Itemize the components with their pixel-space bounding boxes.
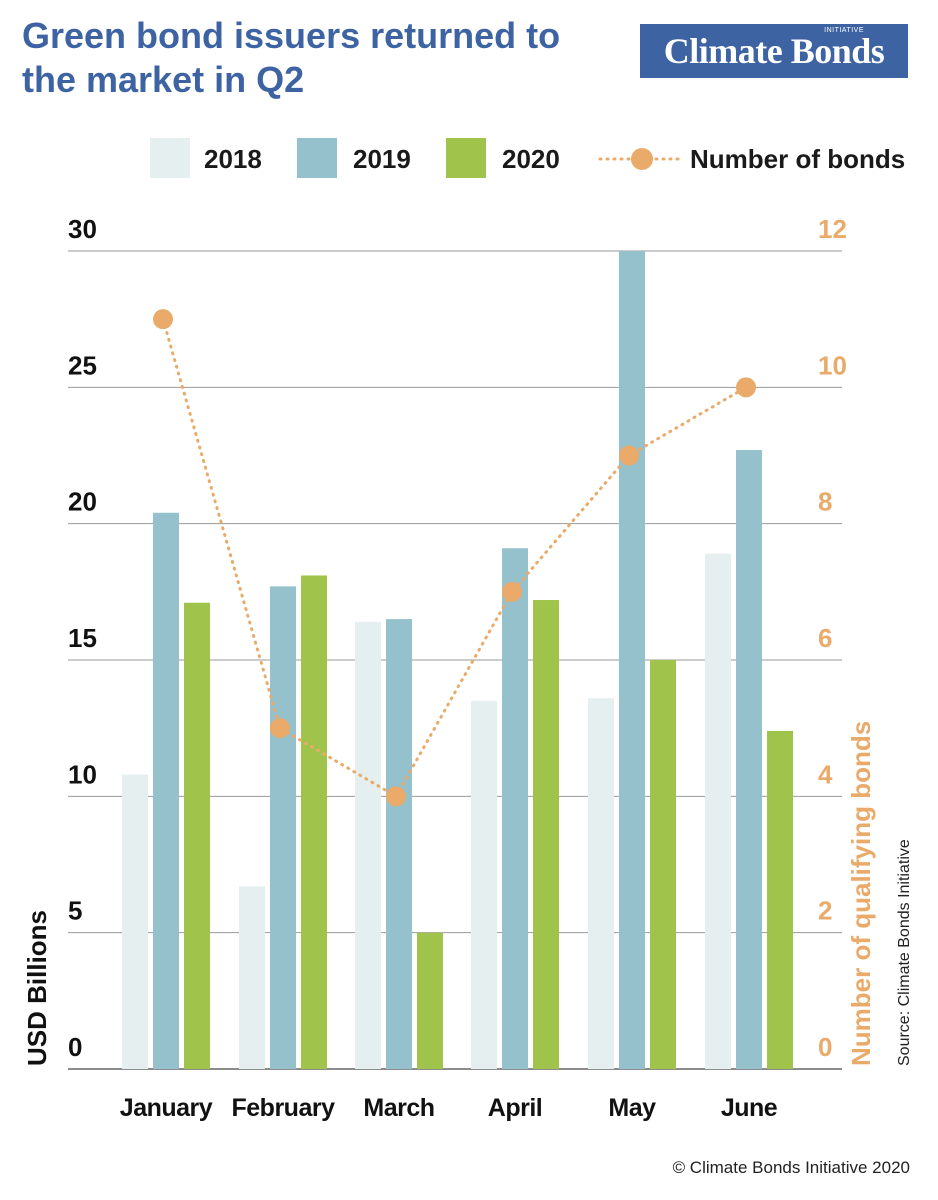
legend-line-marker: [598, 148, 686, 170]
copyright-note: © Climate Bonds Initiative 2020: [672, 1158, 910, 1177]
bar-2019-january: [153, 512, 179, 1069]
bonds-point-february: [270, 718, 290, 739]
bonds-line: [161, 317, 748, 799]
bar-2019-april: [502, 548, 528, 1069]
bar-2018-june: [705, 553, 731, 1069]
y-tick-label: 30: [68, 214, 97, 244]
bar-2018-may: [588, 698, 614, 1069]
source-note: Source: Climate Bonds Initiative: [896, 839, 913, 1066]
x-tick-label: January: [120, 1094, 213, 1122]
legend-label-2019: 2019: [353, 144, 411, 174]
bar-2019-may: [619, 251, 645, 1069]
x-tick-label: June: [721, 1094, 778, 1122]
chart-title: Green bond issuers returned to the marke…: [22, 14, 622, 102]
logo-wordmark: Climate Bonds: [663, 31, 885, 71]
legend-swatch-2018: [150, 138, 190, 178]
y-tick-label: 0: [68, 1032, 82, 1062]
bar-2019-june: [736, 450, 762, 1070]
bonds-point-june: [736, 377, 756, 398]
bonds-point-january: [153, 309, 173, 330]
y-right-tick-label: 6: [818, 623, 832, 653]
bar-2020-june: [767, 730, 793, 1069]
bar-2018-march: [355, 621, 381, 1069]
legend-label-2018: 2018: [204, 144, 262, 174]
x-tick-label: May: [608, 1094, 656, 1122]
bar-2020-february: [301, 575, 327, 1069]
title-line-1: Green bond issuers returned to: [22, 15, 561, 56]
y-right-tick-label: 0: [818, 1032, 832, 1062]
y-right-tick-label: 2: [818, 896, 832, 926]
legend-swatch-2019: [297, 138, 337, 178]
bar-2020-may: [650, 660, 676, 1069]
legend-swatch-2020: [446, 138, 486, 178]
bar-2020-april: [533, 600, 559, 1069]
y-tick-label: 20: [68, 487, 97, 517]
bar-2018-february: [239, 886, 265, 1069]
y-tick-label: 15: [68, 623, 97, 653]
y-tick-label: 5: [68, 896, 82, 926]
bar-2020-march: [417, 932, 443, 1069]
x-tick-label: April: [488, 1094, 542, 1122]
bonds-point-march: [386, 786, 406, 807]
logo-tag: INITIATIVE: [824, 27, 864, 34]
bonds-point-april: [502, 581, 522, 602]
y-right-tick-label: 4: [818, 759, 833, 789]
climate-bonds-logo: INITIATIVE Climate Bonds: [640, 24, 908, 78]
bar-2018-january: [122, 774, 148, 1069]
chart-legend: 2018 2019 2020 Number of bonds: [150, 136, 910, 182]
y-right-axis-title: Number of qualifying bonds: [846, 721, 876, 1066]
bar-2019-february: [270, 586, 296, 1069]
bonds-point-may: [619, 445, 639, 466]
y-tick-label: 25: [68, 350, 97, 380]
y-right-tick-label: 8: [818, 487, 832, 517]
y-tick-label: 10: [68, 759, 97, 789]
legend-label-number-of-bonds: Number of bonds: [690, 144, 906, 174]
bar-2020-january: [184, 602, 210, 1069]
bar-2018-april: [471, 700, 497, 1069]
x-tick-label: February: [232, 1094, 336, 1122]
y-axis-title: USD Billions: [22, 910, 52, 1066]
bar-2019-march: [386, 619, 412, 1069]
y-right-tick-label: 12: [818, 214, 847, 244]
legend-label-2020: 2020: [502, 144, 560, 174]
y-right-tick-label: 10: [818, 350, 847, 380]
title-line-2: the market in Q2: [22, 59, 305, 100]
x-tick-label: March: [363, 1094, 434, 1122]
